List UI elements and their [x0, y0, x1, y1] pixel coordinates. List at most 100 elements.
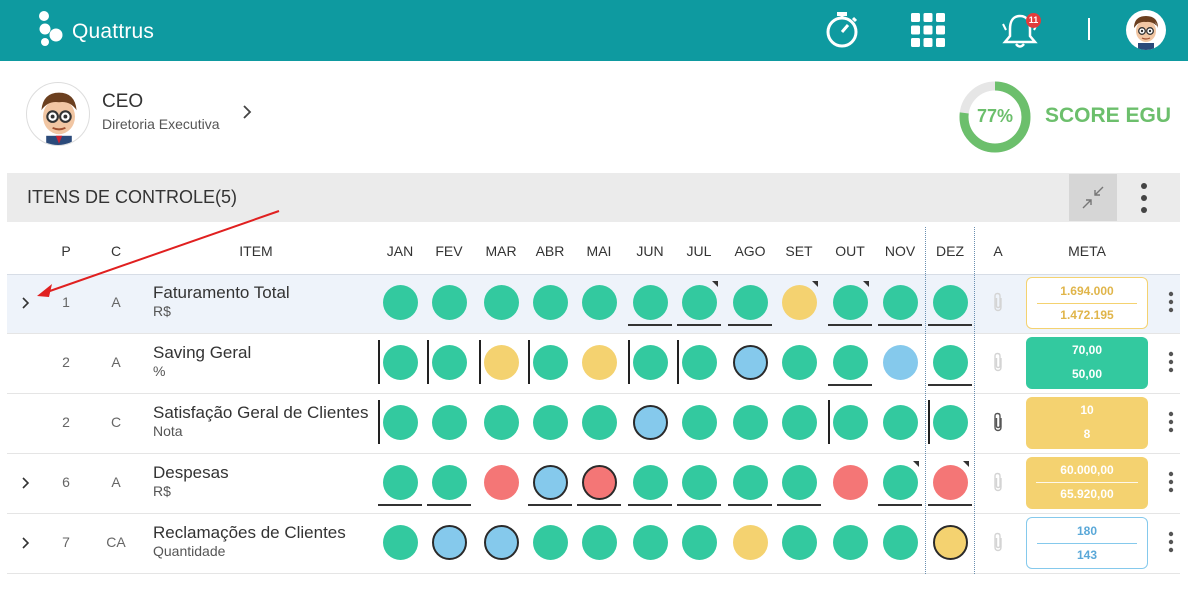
attachment-paperclip-icon[interactable] — [991, 352, 1005, 372]
brand-name[interactable]: Quattrus — [72, 20, 155, 43]
month-status-dot[interactable] — [483, 404, 519, 440]
table-row[interactable] — [7, 454, 1180, 514]
month-status-dot[interactable] — [932, 464, 968, 500]
month-status-dot[interactable] — [732, 404, 768, 440]
month-status-dot[interactable] — [681, 404, 717, 440]
month-status-dot[interactable] — [781, 284, 817, 320]
row-more-options-icon[interactable] — [1163, 530, 1179, 554]
month-status-dot[interactable] — [882, 524, 918, 560]
month-status-dot[interactable] — [483, 464, 519, 500]
month-status-dot[interactable] — [483, 284, 519, 320]
attachment-paperclip-icon[interactable] — [991, 532, 1005, 552]
month-status-dot[interactable] — [932, 344, 968, 380]
expand-row-chevron-icon[interactable] — [19, 476, 33, 490]
month-status-dot[interactable] — [581, 344, 617, 380]
item-name[interactable]: Reclamações de Clientes — [153, 523, 346, 542]
month-status-dot[interactable] — [681, 344, 717, 380]
priority-cell: 7 — [62, 534, 70, 550]
month-status-dot[interactable] — [632, 464, 668, 500]
month-status-dot[interactable] — [781, 344, 817, 380]
row-more-options-icon[interactable] — [1163, 410, 1179, 434]
quattrus-logo-icon[interactable] — [36, 10, 66, 50]
month-status-dot[interactable] — [681, 284, 717, 320]
attachment-paperclip-icon[interactable] — [991, 412, 1005, 432]
month-status-dot[interactable] — [483, 524, 519, 560]
month-status-dot[interactable] — [581, 524, 617, 560]
month-status-dot[interactable] — [431, 404, 467, 440]
apps-grid-icon[interactable] — [908, 10, 948, 50]
table-row[interactable] — [7, 394, 1180, 454]
month-status-dot[interactable] — [632, 404, 668, 440]
month-status-dot[interactable] — [581, 464, 617, 500]
meta-target-box[interactable]: 180 143 — [1026, 517, 1148, 569]
month-status-dot[interactable] — [382, 404, 418, 440]
month-status-dot[interactable] — [431, 344, 467, 380]
month-status-dot[interactable] — [632, 524, 668, 560]
row-more-options-icon[interactable] — [1163, 290, 1179, 314]
month-status-dot[interactable] — [431, 524, 467, 560]
month-status-dot[interactable] — [882, 344, 918, 380]
score-percent: 77% — [976, 106, 1014, 126]
stopwatch-icon[interactable] — [822, 10, 862, 50]
month-status-dot[interactable] — [832, 524, 868, 560]
month-status-dot[interactable] — [832, 464, 868, 500]
column-header-c: C — [110, 243, 122, 259]
month-status-dot[interactable] — [882, 284, 918, 320]
collapse-button[interactable] — [1069, 174, 1117, 221]
meta-target-box[interactable]: 10 8 — [1026, 397, 1148, 449]
table-row[interactable] — [7, 334, 1180, 394]
month-status-dot[interactable] — [732, 524, 768, 560]
month-status-dot[interactable] — [732, 464, 768, 500]
month-status-dot[interactable] — [382, 344, 418, 380]
attachment-paperclip-icon[interactable] — [991, 292, 1005, 312]
chevron-right-icon[interactable] — [240, 104, 254, 120]
month-status-dot[interactable] — [632, 284, 668, 320]
month-status-dot[interactable] — [781, 464, 817, 500]
month-status-dot[interactable] — [431, 284, 467, 320]
month-status-dot[interactable] — [532, 344, 568, 380]
month-status-dot[interactable] — [431, 464, 467, 500]
month-status-dot[interactable] — [932, 524, 968, 560]
month-status-dot[interactable] — [781, 524, 817, 560]
month-status-dot[interactable] — [483, 344, 519, 380]
month-status-dot[interactable] — [781, 404, 817, 440]
month-status-dot[interactable] — [532, 464, 568, 500]
month-status-dot[interactable] — [382, 464, 418, 500]
month-status-dot[interactable] — [882, 464, 918, 500]
meta-target-box[interactable]: 60.000,00 65.920,00 — [1026, 457, 1148, 509]
month-status-dot[interactable] — [932, 404, 968, 440]
month-status-dot[interactable] — [832, 284, 868, 320]
month-status-dot[interactable] — [532, 404, 568, 440]
table-row[interactable] — [7, 514, 1180, 574]
row-more-options-icon[interactable] — [1163, 350, 1179, 374]
month-status-dot[interactable] — [932, 284, 968, 320]
attachment-paperclip-icon[interactable] — [991, 472, 1005, 492]
item-name[interactable]: Satisfação Geral de Clientes — [153, 403, 369, 422]
top-navigation-bar — [0, 0, 1188, 61]
month-status-dot[interactable] — [732, 284, 768, 320]
expand-row-chevron-icon[interactable] — [19, 536, 33, 550]
month-status-dot[interactable] — [681, 524, 717, 560]
row-more-options-icon[interactable] — [1163, 470, 1179, 494]
month-status-dot[interactable] — [882, 404, 918, 440]
month-status-dot[interactable] — [732, 344, 768, 380]
month-status-dot[interactable] — [681, 464, 717, 500]
month-status-dot[interactable] — [532, 524, 568, 560]
month-left-bar-marker — [677, 340, 679, 384]
section-more-options-icon[interactable] — [1134, 181, 1154, 215]
user-avatar[interactable] — [1126, 10, 1166, 50]
month-status-dot[interactable] — [581, 284, 617, 320]
month-status-dot[interactable] — [632, 344, 668, 380]
item-name[interactable]: Saving Geral — [153, 343, 252, 362]
expand-row-chevron-icon[interactable] — [19, 296, 33, 310]
month-status-dot[interactable] — [382, 284, 418, 320]
item-name[interactable]: Faturamento Total — [153, 283, 290, 302]
month-status-dot[interactable] — [581, 404, 617, 440]
month-status-dot[interactable] — [832, 404, 868, 440]
meta-target-box[interactable]: 70,00 50,00 — [1026, 337, 1148, 389]
month-status-dot[interactable] — [532, 284, 568, 320]
item-name[interactable]: Despesas — [153, 463, 229, 482]
month-status-dot[interactable] — [382, 524, 418, 560]
meta-target-box[interactable]: 1.694.000 1.472.195 — [1026, 277, 1148, 329]
month-status-dot[interactable] — [832, 344, 868, 380]
